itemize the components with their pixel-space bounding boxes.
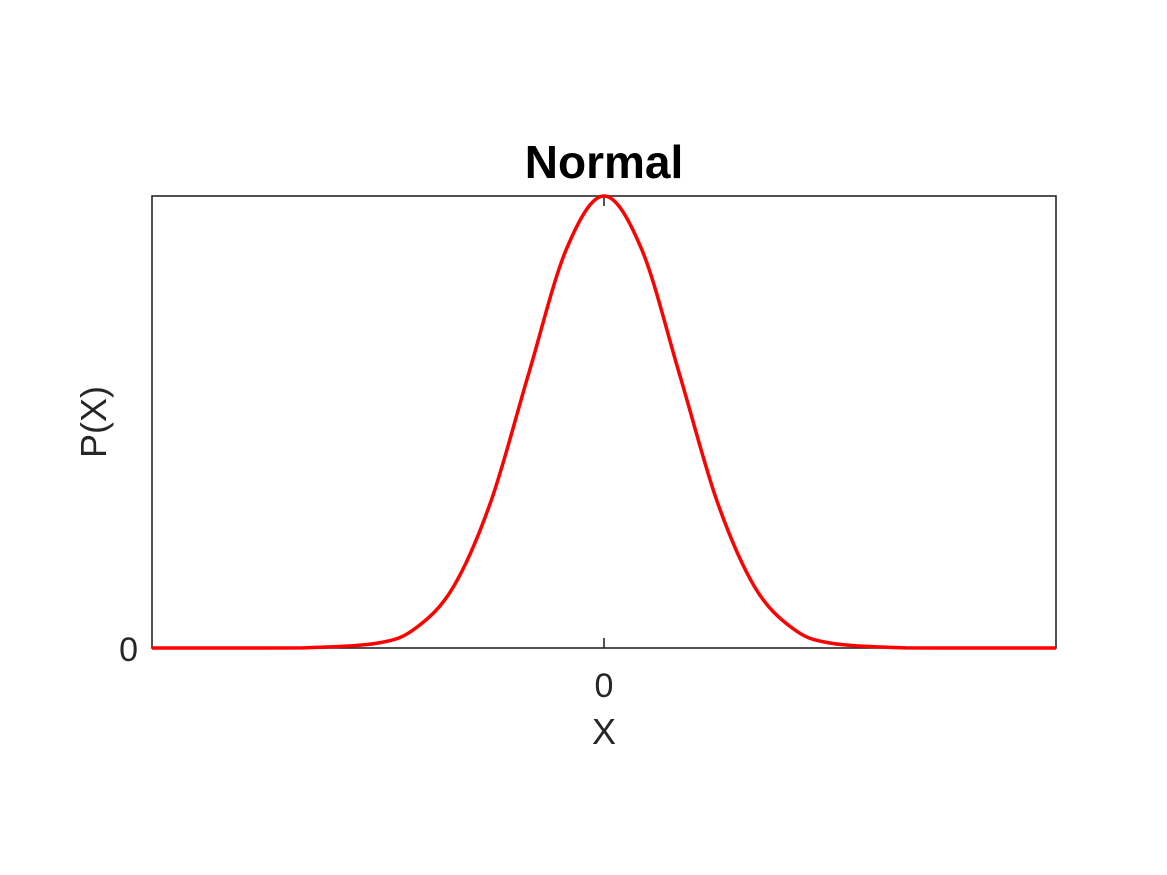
x-axis-label: X bbox=[592, 711, 616, 752]
chart-title: Normal bbox=[525, 136, 683, 188]
y-axis-label: P(X) bbox=[73, 386, 114, 458]
plot-area-frame bbox=[151, 195, 1057, 649]
series-line-normal bbox=[152, 194, 1056, 650]
y-tick-label-0: 0 bbox=[119, 631, 138, 669]
x-tick-label-0: 0 bbox=[595, 667, 614, 705]
